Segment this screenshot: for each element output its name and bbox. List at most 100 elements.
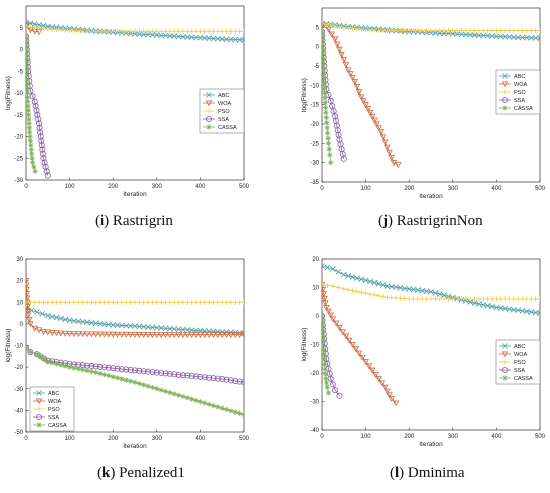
data-point-cassa	[322, 346, 327, 353]
legend-marker	[502, 89, 508, 95]
data-point-pso	[467, 27, 473, 34]
data-point-pso	[215, 28, 221, 34]
data-point-cassa	[26, 99, 31, 105]
data-point-pso	[485, 296, 491, 302]
data-point-woa	[355, 350, 363, 357]
x-tick-label: 0	[320, 186, 324, 192]
legend-marker	[36, 390, 42, 396]
data-point-ssa	[175, 371, 182, 378]
data-point-ssa	[322, 54, 327, 61]
data-point-pso	[437, 27, 443, 34]
data-point-ssa	[43, 168, 50, 175]
data-point-ssa	[29, 93, 36, 100]
data-point-woa	[136, 332, 143, 338]
data-point-woa	[144, 332, 152, 339]
data-point-woa	[205, 332, 213, 339]
data-point-woa	[96, 331, 104, 338]
data-point-pso	[180, 299, 186, 305]
y-tick-label: -20	[310, 371, 319, 377]
y-tick-label: -20	[14, 135, 23, 141]
data-point-abc	[158, 325, 165, 331]
data-point-pso	[110, 28, 116, 34]
data-point-cassa	[31, 164, 37, 170]
data-point-abc	[180, 33, 186, 40]
data-point-pso	[519, 296, 526, 302]
data-point-cassa	[28, 142, 34, 148]
data-point-pso	[445, 27, 452, 34]
data-point-ssa	[214, 375, 221, 382]
data-point-cassa	[322, 67, 326, 73]
data-point-pso	[167, 299, 173, 305]
data-point-woa	[26, 286, 30, 293]
data-point-woa	[179, 332, 187, 339]
data-point-pso	[397, 295, 404, 301]
data-point-abc	[153, 324, 160, 331]
data-point-ssa	[42, 163, 49, 170]
data-point-abc	[322, 263, 325, 270]
data-point-cassa	[324, 384, 330, 390]
data-point-abc	[335, 268, 342, 275]
data-point-abc	[340, 271, 347, 278]
data-point-pso	[36, 25, 42, 31]
data-point-woa	[384, 388, 391, 395]
data-point-woa	[66, 331, 73, 338]
data-point-woa	[388, 155, 396, 161]
data-point-cassa	[322, 104, 329, 111]
x-tick-label: 0	[24, 184, 28, 190]
y-tick-label: -5	[314, 64, 320, 70]
data-point-pso	[176, 299, 182, 305]
data-point-abc	[223, 36, 230, 43]
data-point-cassa	[101, 372, 108, 378]
data-point-cassa	[322, 332, 326, 338]
data-point-woa	[201, 332, 209, 339]
data-point-ssa	[210, 375, 217, 382]
data-point-pso	[149, 299, 156, 305]
data-point-pso	[428, 296, 434, 302]
data-point-pso	[67, 299, 73, 305]
data-point-pso	[322, 282, 325, 288]
legend-marker	[501, 81, 509, 88]
data-point-pso	[171, 299, 177, 305]
data-point-cassa	[123, 377, 129, 383]
data-point-pso	[389, 295, 395, 301]
data-point-ssa	[140, 368, 147, 375]
y-tick-label: -30	[14, 178, 23, 184]
data-point-abc	[362, 277, 369, 284]
data-point-pso	[498, 27, 504, 34]
data-point-pso	[119, 28, 125, 34]
data-point-ssa	[332, 113, 339, 120]
data-point-pso	[389, 27, 395, 34]
data-point-abc	[371, 279, 378, 286]
legend-marker	[36, 422, 42, 428]
data-point-cassa	[322, 361, 328, 368]
y-tick-label: 10	[312, 286, 319, 292]
series-cassa-j	[322, 28, 334, 166]
data-point-woa	[368, 367, 376, 374]
data-point-ssa	[153, 369, 160, 376]
data-point-pso	[154, 299, 160, 305]
data-point-cassa	[322, 371, 329, 377]
data-point-pso	[223, 299, 230, 305]
data-point-woa	[27, 321, 34, 328]
chart-i: 0 100 200 300 400 500 -30 -25 -20 -15 -10 -5 0 5 Itera…	[5, 5, 250, 198]
data-point-woa	[323, 304, 330, 311]
data-point-pso	[397, 27, 404, 34]
data-point-woa	[390, 160, 398, 167]
data-point-pso	[237, 299, 243, 305]
data-point-abc	[349, 274, 356, 280]
data-point-woa	[322, 300, 329, 307]
data-point-pso	[511, 296, 517, 302]
legend-label: SSA	[514, 98, 525, 104]
data-point-abc	[445, 30, 452, 37]
data-point-abc	[375, 280, 382, 287]
data-point-abc	[497, 33, 504, 40]
data-point-abc	[345, 272, 352, 279]
data-point-ssa	[31, 98, 38, 105]
data-point-woa	[197, 332, 204, 339]
data-point-woa	[351, 78, 358, 85]
data-point-pso	[210, 28, 217, 34]
x-tick-label: 200	[404, 186, 415, 192]
data-point-ssa	[184, 372, 191, 379]
data-point-abc	[44, 312, 51, 319]
data-point-pso	[106, 28, 112, 34]
